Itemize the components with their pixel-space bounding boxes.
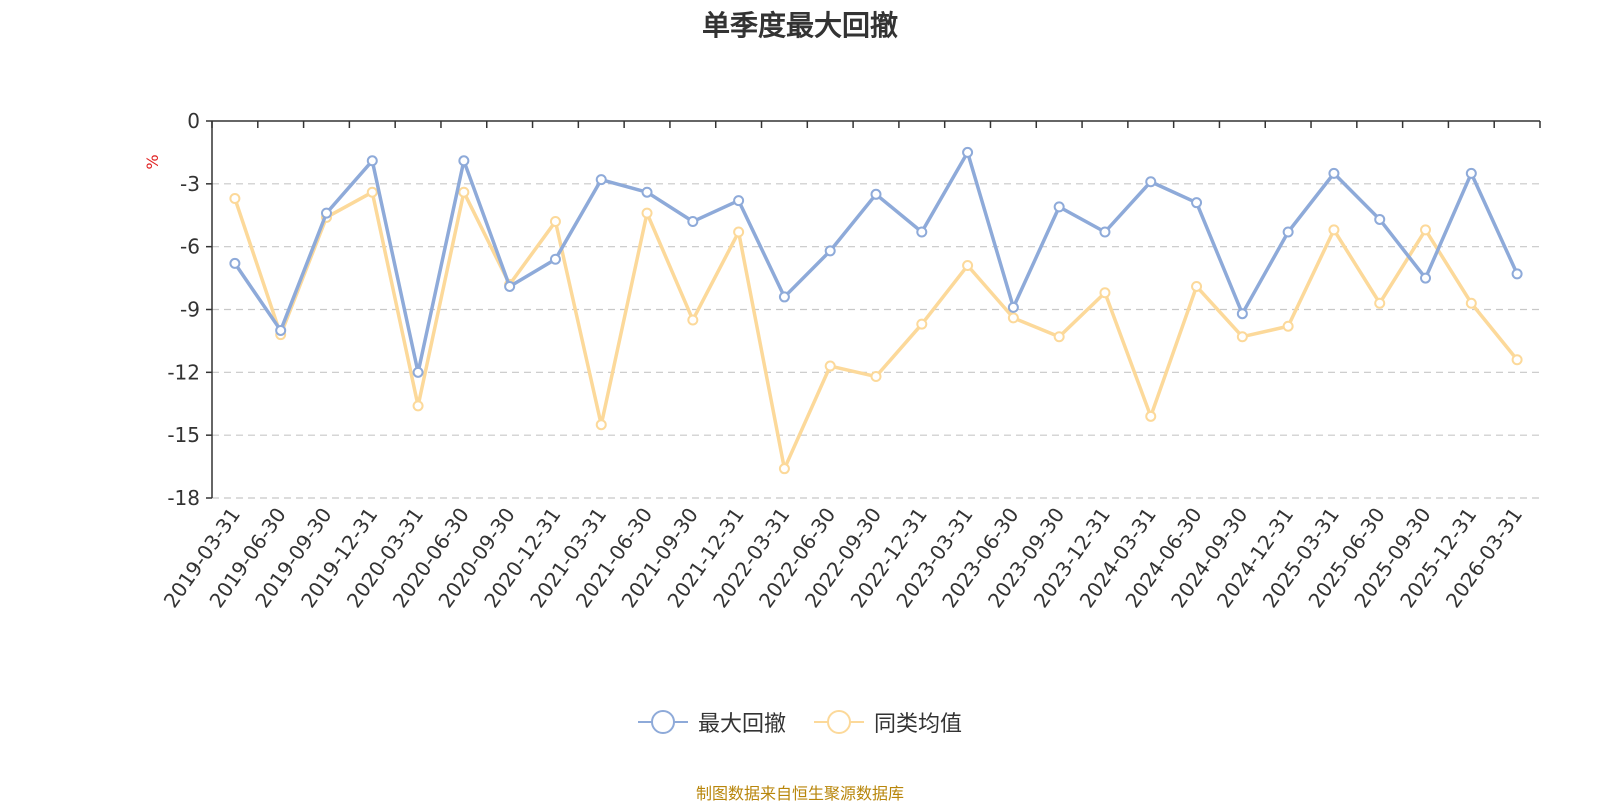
data-point-1 bbox=[549, 216, 561, 228]
data-point-0 bbox=[1007, 301, 1019, 313]
data-point-1 bbox=[1465, 297, 1477, 309]
data-point-1 bbox=[1236, 331, 1248, 343]
data-point-1 bbox=[1511, 354, 1523, 366]
data-point-1 bbox=[1099, 287, 1111, 299]
legend-item-peer-average[interactable]: 同类均值 bbox=[814, 706, 962, 738]
data-point-0 bbox=[320, 207, 332, 219]
data-point-1 bbox=[229, 192, 241, 204]
legend-marker-max-drawdown bbox=[637, 710, 688, 734]
data-point-0 bbox=[733, 195, 745, 207]
data-point-1 bbox=[870, 371, 882, 383]
data-point-0 bbox=[504, 280, 516, 292]
data-point-1 bbox=[595, 419, 607, 431]
y-tick-label: -18 bbox=[167, 486, 200, 510]
data-point-0 bbox=[1191, 197, 1203, 209]
y-tick-label: -12 bbox=[167, 360, 200, 384]
data-point-0 bbox=[1374, 213, 1386, 225]
legend-label-max-drawdown: 最大回撤 bbox=[697, 712, 786, 737]
data-point-0 bbox=[1145, 176, 1157, 188]
data-point-1 bbox=[1007, 312, 1019, 324]
data-point-0 bbox=[1420, 272, 1432, 284]
data-point-1 bbox=[916, 318, 928, 330]
legend: 最大回撤 同类均值 bbox=[0, 706, 1600, 738]
data-point-0 bbox=[962, 146, 974, 158]
data-point-1 bbox=[458, 186, 470, 198]
y-tick-label: -3 bbox=[180, 172, 200, 196]
y-tick-label: -15 bbox=[167, 423, 200, 447]
y-tick-label: -9 bbox=[180, 298, 200, 322]
data-point-1 bbox=[1191, 280, 1203, 292]
data-point-0 bbox=[1053, 201, 1065, 213]
data-point-0 bbox=[778, 291, 790, 303]
data-point-0 bbox=[229, 257, 241, 269]
data-point-0 bbox=[458, 155, 470, 167]
data-point-0 bbox=[1328, 167, 1340, 179]
data-point-0 bbox=[916, 226, 928, 238]
series-lines bbox=[229, 146, 1523, 475]
data-point-0 bbox=[687, 216, 699, 228]
data-point-1 bbox=[1282, 320, 1294, 332]
legend-item-max-drawdown[interactable]: 最大回撤 bbox=[637, 706, 786, 738]
legend-marker-peer-average bbox=[814, 710, 864, 734]
y-tick-label: -6 bbox=[180, 235, 200, 259]
data-point-1 bbox=[1328, 224, 1340, 236]
data-point-0 bbox=[641, 186, 653, 198]
chart-title: 单季度最大回撤 bbox=[701, 9, 898, 42]
data-point-0 bbox=[824, 245, 836, 257]
y-axis-unit-label: % bbox=[143, 154, 162, 169]
data-point-1 bbox=[412, 400, 424, 412]
data-point-0 bbox=[366, 155, 378, 167]
legend-label-peer-average: 同类均值 bbox=[874, 712, 963, 737]
data-point-0 bbox=[595, 174, 607, 186]
source-note: 制图数据来自恒生聚源数据库 bbox=[695, 784, 904, 803]
axes: 0-3-6-9-12-15-182019-03-312019-06-302019… bbox=[159, 109, 1541, 612]
data-point-1 bbox=[687, 314, 699, 326]
data-point-0 bbox=[275, 324, 287, 336]
data-point-0 bbox=[549, 253, 561, 265]
data-point-1 bbox=[1145, 410, 1157, 422]
data-point-1 bbox=[1420, 224, 1432, 236]
data-point-0 bbox=[1282, 226, 1294, 238]
data-point-1 bbox=[1374, 297, 1386, 309]
data-point-1 bbox=[962, 260, 974, 272]
data-point-1 bbox=[366, 186, 378, 198]
data-point-1 bbox=[733, 226, 745, 238]
data-point-1 bbox=[641, 207, 653, 219]
data-point-1 bbox=[824, 360, 836, 372]
data-point-0 bbox=[1465, 167, 1477, 179]
data-point-0 bbox=[870, 188, 882, 200]
data-point-0 bbox=[412, 366, 424, 378]
data-point-0 bbox=[1236, 308, 1248, 320]
series-line-0 bbox=[233, 150, 1519, 375]
data-point-0 bbox=[1511, 268, 1523, 280]
data-point-1 bbox=[778, 463, 790, 475]
data-point-0 bbox=[1099, 226, 1111, 238]
data-point-1 bbox=[1053, 331, 1065, 343]
y-tick-label: 0 bbox=[187, 109, 200, 133]
